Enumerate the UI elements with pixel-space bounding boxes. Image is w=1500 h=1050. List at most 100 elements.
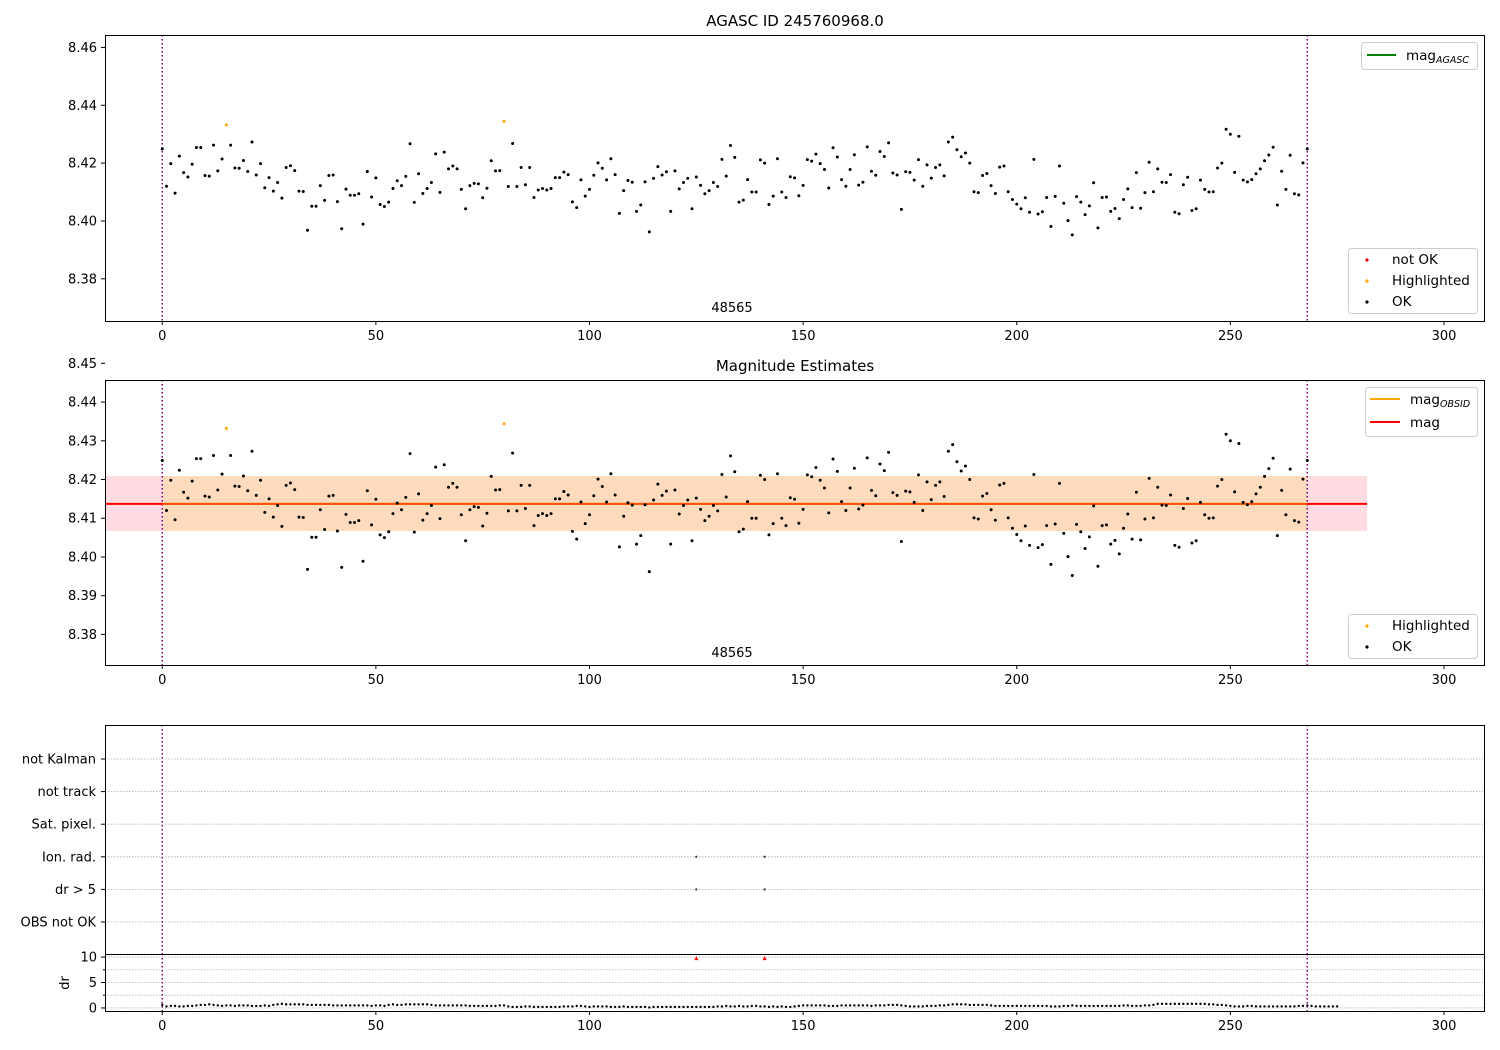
legend-marker-highlighted [1365,279,1369,283]
dr-point [438,1004,442,1007]
dr-point [1160,1002,1164,1006]
dr-point [421,1003,425,1006]
ok-point [442,150,446,154]
y-tick-label: 8.41 [68,512,97,527]
dr-point [631,1005,634,1009]
y-tick-label: 0 [89,1001,97,1016]
x-tick-label: 300 [1432,673,1457,688]
legend-label-mag-agasc: magAGASC [1406,48,1469,66]
dr-point [716,1005,719,1008]
ok-point [1211,516,1215,520]
ok-point [1198,178,1202,182]
dr-point [947,1003,950,1007]
ok-point [1151,190,1155,194]
dr-point [1182,1002,1185,1006]
ok-point [1070,574,1074,578]
dr-point [1297,1004,1300,1008]
ok-point [421,518,425,522]
ok-point [207,174,211,178]
ok-point [365,169,369,173]
legend-marker-not-ok [1365,258,1369,262]
ok-point [284,165,288,169]
ok-point [583,522,587,526]
ok-point [259,162,263,166]
dr-point [917,1005,920,1008]
dr-point [186,1004,190,1008]
dr-point [1049,1005,1053,1008]
ok-point [417,492,421,496]
dr-point [840,1004,843,1007]
ok-point [694,496,698,500]
ok-point [1169,173,1173,177]
dr-point [998,1004,1001,1008]
ok-point [246,489,250,493]
ok-point [711,503,715,507]
ok-point [1130,537,1134,541]
ok-point [1087,535,1091,539]
dr-point [1130,1004,1134,1008]
ok-point [199,457,203,461]
ok-point [528,165,532,169]
ok-point [1271,456,1275,460]
dr-point [857,1004,860,1007]
dr-point [1190,1002,1194,1006]
dr-point [575,1004,578,1008]
ok-point [724,495,728,499]
dr-point [1109,1004,1112,1008]
ok-point [596,477,600,481]
ok-point [835,155,839,159]
dr-point [754,1004,758,1008]
dr-point [242,1004,245,1007]
ok-point [1280,169,1284,173]
y-tick-label: 8.38 [68,272,97,287]
dr-point [1250,1004,1253,1008]
dr-point [541,1005,544,1009]
ok-point [703,192,707,196]
dr-point [725,1004,728,1008]
ok-point [1079,530,1083,534]
dr-point [831,1004,835,1008]
ok-point [395,179,399,183]
ok-point [1134,490,1138,494]
ok-point [293,169,297,173]
dr-point [430,1003,433,1007]
ok-point [724,174,728,178]
ok-point [677,512,681,516]
x-tick-label: 100 [577,673,602,688]
dr-point [1139,1004,1142,1008]
ok-point [378,533,382,537]
ok-point [912,178,916,182]
dr-point [455,1004,459,1007]
dr-point [1267,1005,1271,1008]
ok-point [451,164,455,168]
panel-magnitude-marker-legend: Highlighted OK [1348,614,1478,659]
dr-point [1019,1004,1023,1008]
dr-point [1254,1005,1258,1008]
ok-point [1258,167,1262,171]
ok-point [566,493,570,497]
ok-point [857,507,861,511]
ok-point [519,165,523,169]
dr-point [1199,1002,1202,1006]
ok-point [540,512,544,516]
panel-flags: not Kalman not track Sat. pixel. Ion. rad. d… [21,725,1485,954]
ok-point [951,443,955,447]
dr-point [985,1003,989,1007]
dr-point [1088,1004,1091,1008]
dr-point [1263,1005,1266,1008]
ok-point [1263,474,1267,478]
x-tick-label: 250 [1218,1019,1243,1034]
dr-point [396,1003,399,1007]
dr-point [772,1005,775,1008]
ok-point [972,190,976,194]
dr-point [353,1004,356,1007]
ok-point [254,493,258,497]
ok-point [297,189,301,193]
ok-point [344,512,348,516]
dr-point [357,1004,360,1007]
dr-point [1186,1002,1189,1006]
ok-point [498,488,502,492]
dr-point [1331,1005,1335,1008]
dr-point [588,1005,591,1009]
dr-point [729,1005,732,1008]
